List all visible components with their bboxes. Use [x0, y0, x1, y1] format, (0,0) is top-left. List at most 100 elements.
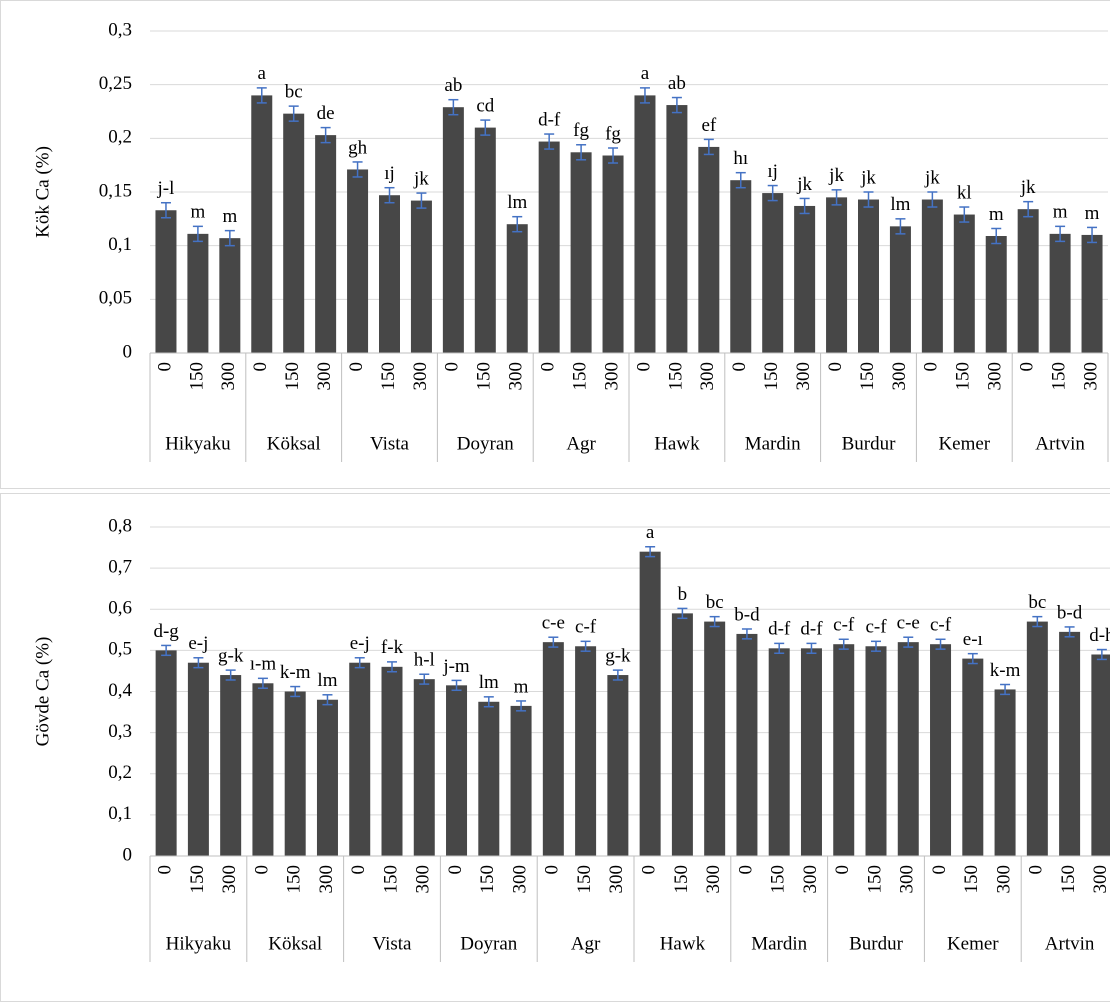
annotation: fg — [605, 123, 621, 144]
bar — [506, 224, 528, 353]
x-tick-label: 300 — [703, 865, 724, 894]
bar — [187, 233, 209, 353]
y-tick-label: 0,2 — [108, 762, 132, 783]
y-tick-label: 0,5 — [108, 639, 132, 660]
y-tick-label: 0,4 — [108, 680, 132, 701]
x-tick-label: 150 — [477, 865, 498, 894]
x-tick-label: 0 — [542, 865, 563, 875]
bar — [347, 169, 369, 353]
group-label: Hikyaku — [166, 933, 232, 954]
group-label: Mardin — [751, 933, 807, 954]
y-tick-label: 0,3 — [108, 19, 132, 40]
annotation: ıj — [767, 161, 778, 182]
annotation: g-k — [605, 645, 631, 666]
bar — [794, 205, 816, 353]
annotation: a — [646, 522, 655, 543]
annotation: ıj — [384, 163, 395, 184]
bar — [607, 675, 629, 856]
group-label: Hikyaku — [165, 433, 231, 454]
x-tick-label: 0 — [538, 362, 559, 372]
bar — [187, 662, 209, 856]
bar — [474, 127, 496, 353]
annotation: m — [1085, 203, 1100, 224]
bar — [698, 146, 720, 353]
x-tick-label: 300 — [219, 865, 240, 894]
annotation: c-f — [833, 615, 855, 636]
x-tick-label: 300 — [410, 362, 431, 391]
x-tick-label: 0 — [1026, 865, 1047, 875]
bar — [251, 95, 273, 354]
x-tick-label: 150 — [378, 362, 399, 391]
bar — [510, 705, 532, 856]
bar — [219, 238, 241, 353]
annotation: jk — [860, 167, 876, 188]
bar — [897, 642, 919, 856]
annotation: de — [317, 103, 335, 124]
group-label: Artvin — [1045, 933, 1095, 954]
annotation: jk — [1020, 177, 1036, 198]
bar — [994, 689, 1016, 856]
bar — [570, 152, 592, 353]
bar — [602, 155, 624, 353]
annotation: k-m — [990, 660, 1021, 681]
bar — [833, 644, 855, 856]
group-label: Mardin — [745, 433, 801, 454]
bar — [826, 197, 848, 353]
bar — [155, 650, 177, 856]
bar — [921, 199, 943, 353]
annotation: a — [258, 63, 267, 84]
y-tick-label: 0 — [123, 341, 133, 362]
x-tick-label: 300 — [1090, 865, 1110, 894]
group-label: Köksal — [268, 933, 322, 954]
x-tick-label: 300 — [316, 865, 337, 894]
x-tick-label: 0 — [154, 362, 175, 372]
annotation: jk — [924, 167, 940, 188]
annotation: ı-m — [250, 654, 277, 675]
bar — [381, 666, 403, 856]
x-tick-label: 300 — [314, 362, 335, 391]
bar — [413, 679, 435, 856]
annotation: b-d — [734, 604, 760, 625]
bar — [155, 210, 177, 353]
group-label: Doyran — [457, 433, 514, 454]
x-tick-label: 150 — [665, 362, 686, 391]
bar — [442, 107, 464, 353]
x-tick-label: 300 — [985, 362, 1006, 391]
annotation: b — [678, 584, 688, 605]
group-label: Hawk — [654, 433, 700, 454]
y-axis-title: Gövde Ca (%) — [32, 637, 53, 747]
annotation: bc — [1028, 592, 1046, 613]
annotation: d-f — [800, 619, 823, 640]
bar — [542, 642, 564, 856]
annotation: fg — [573, 120, 589, 141]
annotation: d-f — [768, 619, 791, 640]
x-tick-label: 300 — [506, 362, 527, 391]
bar — [639, 551, 661, 856]
bar — [865, 646, 887, 856]
group-label: Burdur — [842, 433, 897, 454]
bar — [704, 621, 726, 856]
annotation: m — [989, 204, 1004, 225]
bar — [800, 648, 822, 856]
x-tick-label: 150 — [953, 362, 974, 391]
y-tick-label: 0,8 — [108, 515, 132, 536]
annotation: k-m — [280, 662, 311, 683]
annotation: e-ı — [963, 629, 983, 650]
annotation: b-d — [1057, 602, 1083, 623]
x-tick-label: 0 — [442, 362, 463, 372]
group-label: Kemer — [947, 933, 999, 954]
annotation: ef — [701, 115, 716, 136]
annotation: h-l — [414, 650, 435, 671]
annotation: gh — [348, 137, 368, 158]
annotation: bc — [285, 81, 303, 102]
annotation: ab — [668, 73, 686, 94]
x-tick-label: 300 — [993, 865, 1014, 894]
x-tick-label: 0 — [251, 865, 272, 875]
annotation: j-l — [157, 178, 175, 199]
bar — [930, 644, 952, 856]
annotation: e-j — [350, 633, 370, 654]
y-tick-label: 0,1 — [108, 234, 132, 255]
annotation: c-e — [542, 613, 565, 634]
